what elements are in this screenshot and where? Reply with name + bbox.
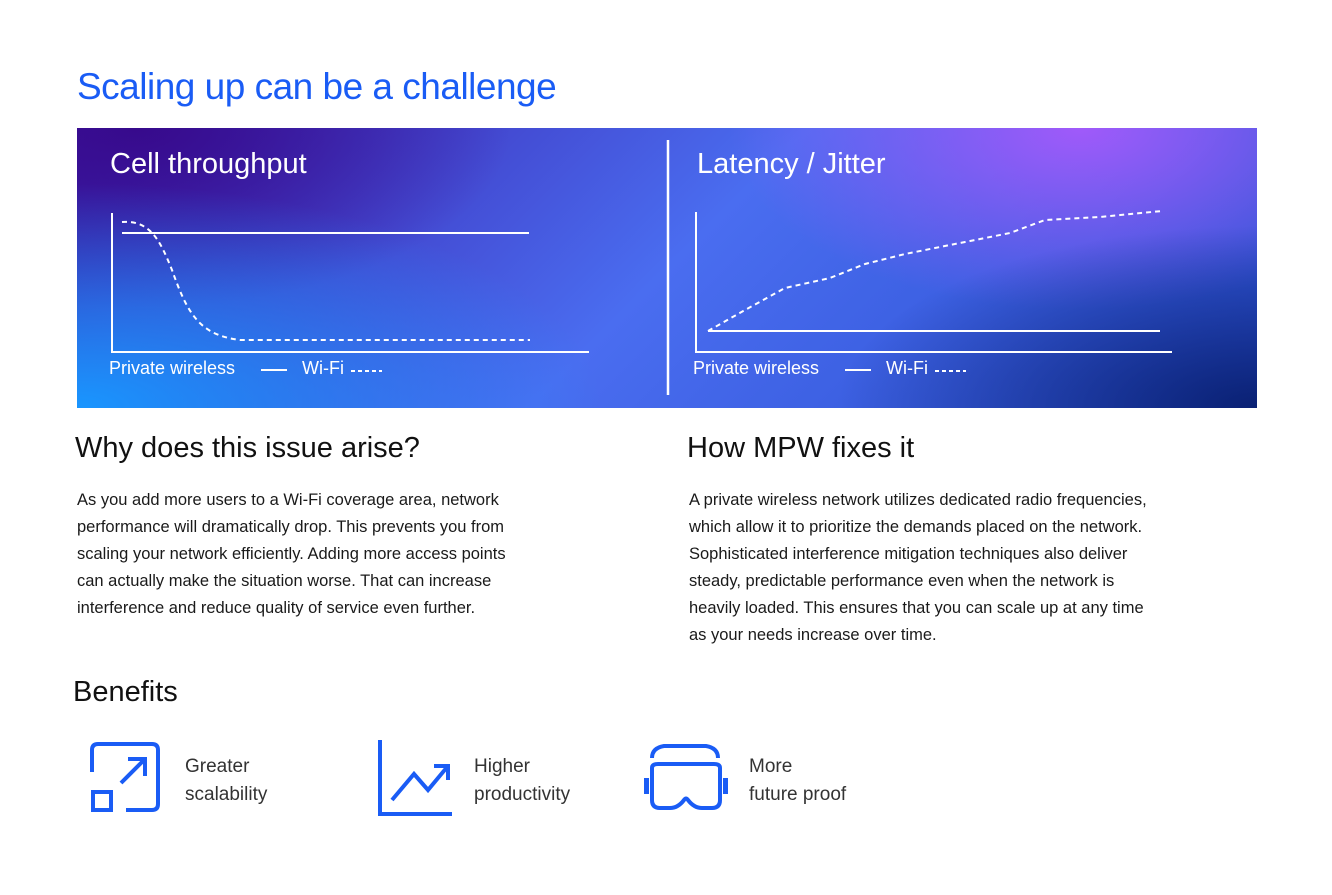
how-heading: How MPW fixes it	[687, 432, 915, 464]
right-legend-wifi: Wi-Fi	[886, 358, 928, 378]
charts-svg	[111, 140, 1172, 395]
how-line: steady, predictable performance even whe…	[689, 572, 1115, 590]
how-line: Sophisticated interference mitigation te…	[689, 545, 1128, 563]
vr-headset-icon	[644, 744, 728, 810]
latency-jitter-title: Latency / Jitter	[697, 148, 886, 180]
left-legend-wifi: Wi-Fi	[302, 358, 344, 378]
benefits-heading: Benefits	[73, 676, 178, 708]
why-line: scaling your network efficiently. Adding…	[77, 545, 506, 563]
page-title: Scaling up can be a challenge	[77, 66, 557, 107]
benefit-productivity: Higher productivity	[474, 753, 570, 809]
trend-up-chart-icon	[378, 740, 452, 816]
why-line: As you add more users to a Wi-Fi coverag…	[77, 491, 499, 509]
why-heading: Why does this issue arise?	[75, 432, 420, 464]
why-line: interference and reduce quality of servi…	[77, 599, 476, 617]
why-line: performance will dramatically drop. This…	[77, 518, 505, 536]
how-line: A private wireless network utilizes dedi…	[689, 491, 1147, 509]
benefit-line: future proof	[749, 784, 847, 805]
why-body: As you add more users to a Wi-Fi coverag…	[77, 487, 506, 622]
left-wifi-line	[121, 220, 530, 341]
right-wifi-line	[707, 210, 1163, 332]
how-line: as your needs increase over time.	[689, 626, 937, 644]
left-legend-private-wireless: Private wireless	[109, 358, 236, 378]
benefit-line: More	[749, 756, 793, 777]
benefit-scalability: Greater scalability	[185, 753, 267, 809]
scale-up-icon	[90, 742, 160, 812]
benefit-line: productivity	[474, 784, 571, 805]
how-line: heavily loaded. This ensures that you ca…	[689, 599, 1144, 617]
benefit-line: Higher	[474, 756, 530, 777]
cell-throughput-title: Cell throughput	[110, 148, 307, 180]
how-line: which allow it to prioritize the demands…	[689, 518, 1143, 536]
how-body: A private wireless network utilizes dedi…	[689, 487, 1147, 649]
benefit-line: scalability	[185, 784, 268, 805]
why-line: can actually make the situation worse. T…	[77, 572, 492, 590]
benefit-line: Greater	[185, 756, 250, 777]
benefit-future-proof: More future proof	[749, 753, 846, 809]
right-legend-private-wireless: Private wireless	[693, 358, 820, 378]
